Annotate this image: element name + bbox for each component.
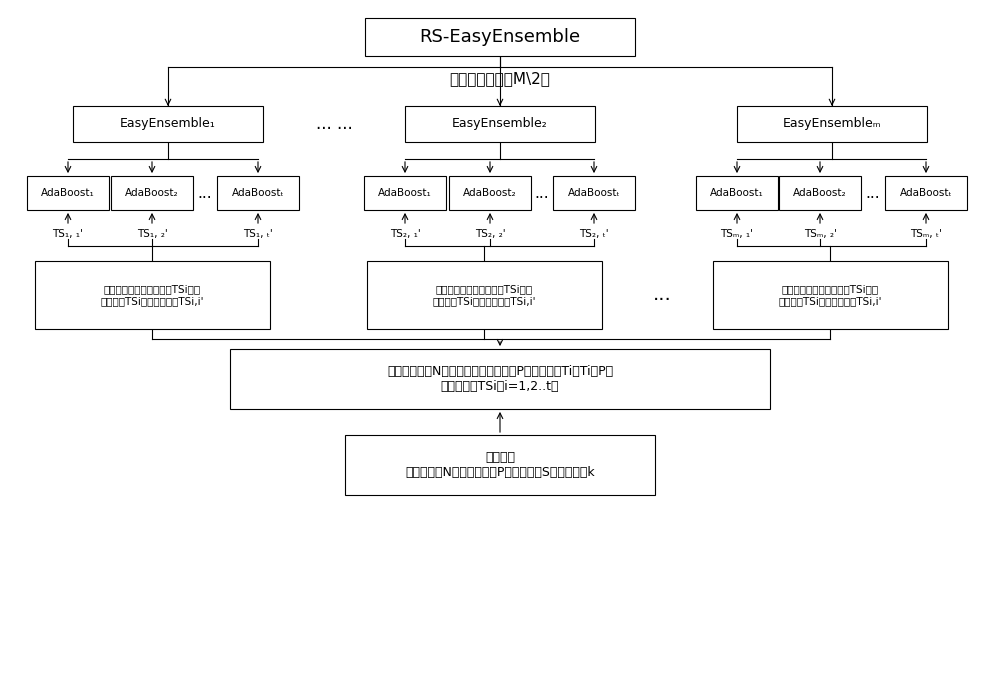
Text: ... ...: ... ...	[316, 115, 352, 133]
Text: EasyEnsemble₁: EasyEnsemble₁	[120, 118, 216, 131]
Text: AdaBoostₜ: AdaBoostₜ	[568, 188, 620, 198]
Bar	[779, 176, 861, 210]
Text: ...: ...	[198, 185, 212, 200]
Text: AdaBoostₜ: AdaBoostₜ	[900, 188, 952, 198]
Text: TS₂, ₁': TS₂, ₁'	[390, 229, 420, 239]
Bar	[230, 349, 770, 409]
Text: 随机采样创建特征子空间TSi，映
射到集合TSi上，得到集合TSi,i': 随机采样创建特征子空间TSi，映 射到集合TSi上，得到集合TSi,i'	[100, 284, 204, 306]
Text: AdaBoost₁: AdaBoost₁	[378, 188, 432, 198]
Bar	[405, 106, 595, 142]
Text: ...: ...	[866, 185, 880, 200]
Text: EasyEnsemble₂: EasyEnsemble₂	[452, 118, 548, 131]
Text: AdaBoost₂: AdaBoost₂	[463, 188, 517, 198]
Text: AdaBoostₜ: AdaBoostₜ	[232, 188, 284, 198]
Bar	[217, 176, 299, 210]
Text: TS₁, ₂': TS₁, ₂'	[137, 229, 167, 239]
Bar	[364, 176, 446, 210]
Bar	[345, 435, 655, 495]
Bar	[553, 176, 635, 210]
Text: 随机采样创建特征子空间TSi，映
射到集合TSi上，得到集合TSi,i': 随机采样创建特征子空间TSi，映 射到集合TSi上，得到集合TSi,i'	[778, 284, 882, 306]
Bar	[712, 261, 948, 329]
Bar	[885, 176, 967, 210]
Bar	[34, 261, 270, 329]
Text: TSₘ, ₁': TSₘ, ₁'	[720, 229, 754, 239]
Bar	[365, 18, 635, 56]
Text: AdaBoost₂: AdaBoost₂	[125, 188, 179, 198]
Bar	[366, 261, 602, 329]
Text: RS-EasyEnsemble: RS-EasyEnsemble	[419, 28, 581, 46]
Text: AdaBoost₂: AdaBoost₂	[793, 188, 847, 198]
Bar	[111, 176, 193, 210]
Text: TS₁, ₜ': TS₁, ₜ'	[243, 229, 273, 239]
Text: EasyEnsembleₘ: EasyEnsembleₘ	[783, 118, 881, 131]
Text: AdaBoost₁: AdaBoost₁	[710, 188, 764, 198]
Bar	[27, 176, 109, 210]
Text: AdaBoost₁: AdaBoost₁	[41, 188, 95, 198]
Text: 随机采样创建特征子空间TSi，映
射到集合TSi上，得到集合TSi,i': 随机采样创建特征子空间TSi，映 射到集合TSi上，得到集合TSi,i'	[432, 284, 536, 306]
Text: 将多数类集合N分成个大小等于少数类P的互斥子集Ti，Ti和P取
并得到集合TSi（i=1,2..t）: 将多数类集合N分成个大小等于少数类P的互斥子集Ti，Ti和P取 并得到集合TSi…	[387, 365, 613, 393]
Bar	[449, 176, 531, 210]
Text: TS₂, ₜ': TS₂, ₜ'	[579, 229, 609, 239]
Text: ...: ...	[653, 286, 671, 305]
Text: ...: ...	[535, 185, 549, 200]
Bar	[73, 106, 263, 142]
Text: TSₘ, ₜ': TSₘ, ₜ'	[910, 229, 942, 239]
Text: TSₘ, ₂': TSₘ, ₂'	[804, 229, 836, 239]
Text: TS₁, ₁': TS₁, ₁'	[53, 229, 83, 239]
Bar	[737, 106, 927, 142]
Text: TS₂, ₂': TS₂, ₂'	[475, 229, 505, 239]
Text: 训练集：
多数类集合N，少数类集合P，特征空间S，特征数目k: 训练集： 多数类集合N，少数类集合P，特征空间S，特征数目k	[405, 451, 595, 479]
Bar	[696, 176, 778, 210]
Text: 选择其中最好的M\2个: 选择其中最好的M\2个	[450, 72, 550, 87]
